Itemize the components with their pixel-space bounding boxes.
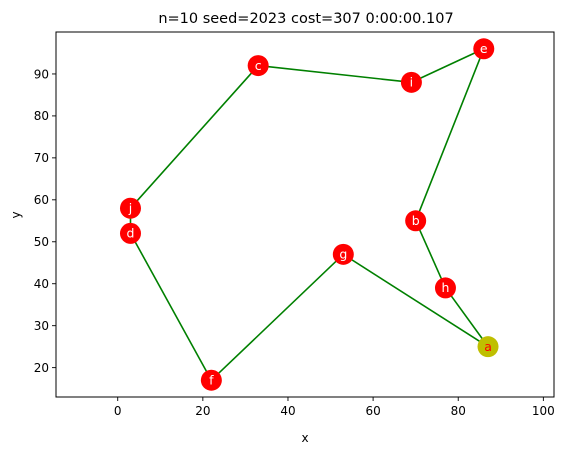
node-c [247,55,269,77]
y-axis: 20 30 40 50 60 70 80 90 [34,67,56,375]
node-label-i: i [410,75,413,90]
tour-edge-g-a [342,253,489,348]
x-axis: 0 20 40 60 80 100 [114,397,555,418]
node-label-f: f [209,373,214,388]
node-h [434,277,456,299]
tour-edge-d-f [129,232,213,381]
y-axis-label: y [9,211,23,218]
x-tick-label: 100 [532,404,555,418]
node-d [119,222,141,244]
node-b [405,210,427,232]
y-tick-label: 30 [34,319,49,333]
node-label-e: e [480,41,488,56]
x-tick-label: 80 [451,404,466,418]
node-label-h: h [441,280,449,295]
node-j [119,197,141,219]
x-tick-label: 0 [114,404,122,418]
x-tick-label: 40 [280,404,295,418]
node-label-j: j [128,201,132,216]
y-tick-label: 40 [34,277,49,291]
node-label-d: d [127,226,135,241]
node-label-g: g [339,247,347,262]
y-tick-label: 70 [34,151,49,165]
node-label-c: c [255,58,262,73]
y-tick-label: 80 [34,109,49,123]
axes-frame [55,31,555,398]
tour-edge-f-g [210,253,344,381]
y-tick-label: 90 [34,67,49,81]
tour-edge-a-h [444,287,489,348]
node-g [332,243,354,265]
x-tick-label: 20 [195,404,210,418]
y-tick-label: 60 [34,193,49,207]
chart-title: n=10 seed=2023 cost=307 0:00:00.107 [158,11,453,27]
x-axis-label: x [301,431,308,445]
node-i [400,71,422,93]
node-e [473,38,495,60]
x-tick-label: 60 [365,404,380,418]
tour-edge-b-e [414,48,485,222]
tour-edge-e-i [411,48,485,84]
y-tick-label: 50 [34,235,49,249]
tour-edge-h-b [414,220,447,289]
plot-area: a b c d e f g h i j [119,38,499,391]
tour-edge-i-c [258,64,412,84]
y-tick-label: 20 [34,361,49,375]
node-f [200,369,222,391]
node-a [477,336,499,358]
node-label-a: a [484,339,492,354]
node-label-b: b [412,213,420,228]
tour-edge-c-j [129,65,259,209]
